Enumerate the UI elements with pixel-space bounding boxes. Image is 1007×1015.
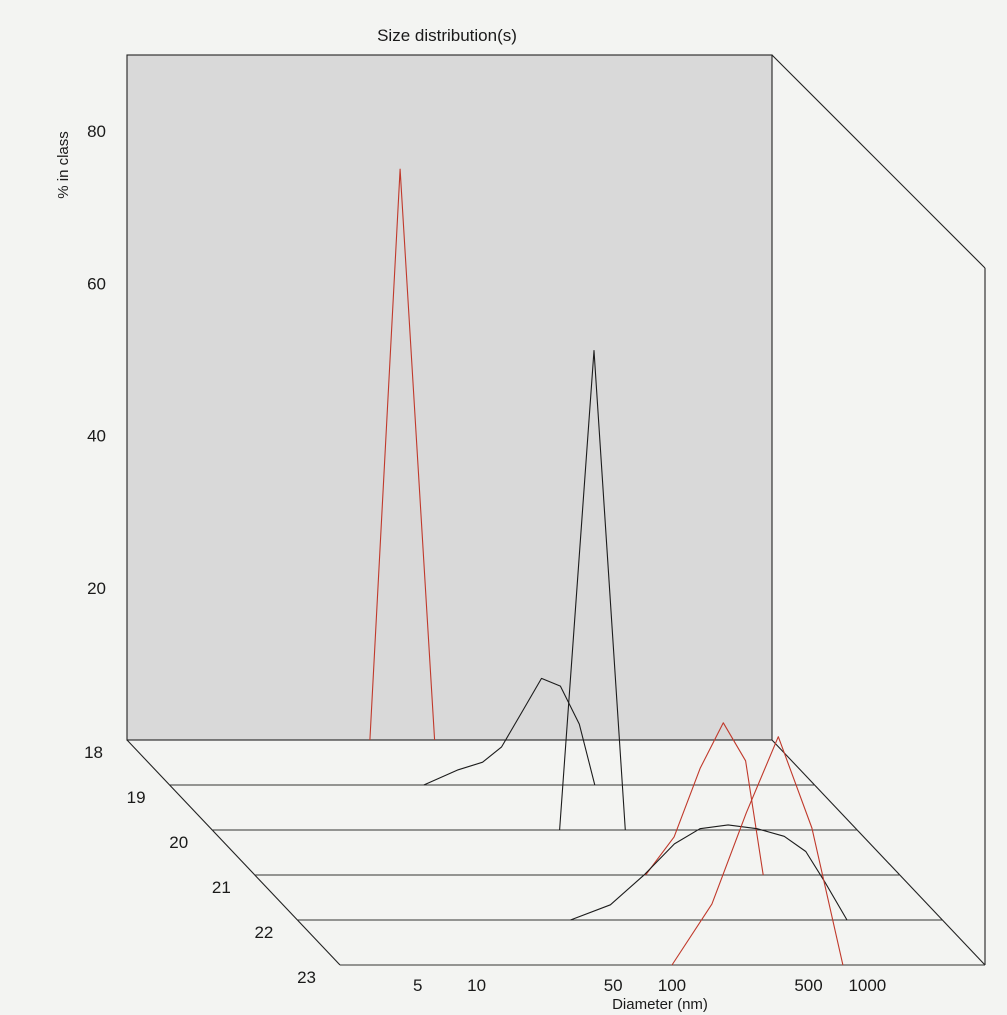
x-tick-label: 50 <box>604 976 623 995</box>
x-tick-label: 500 <box>794 976 822 995</box>
depth-tick-label: 20 <box>169 833 188 852</box>
distribution-trace-18 <box>369 168 436 741</box>
distribution-trace-21 <box>645 722 764 876</box>
depth-tick-label: 21 <box>212 878 231 897</box>
y-axis-label: % in class <box>55 131 72 199</box>
x-tick-label: 1000 <box>848 976 886 995</box>
frame-top-depth-edge <box>771 54 986 269</box>
x-tick-label: 100 <box>658 976 686 995</box>
y-tick-label: 40 <box>87 427 106 446</box>
back-plot-panel <box>126 54 773 741</box>
chart-title: Size distribution(s) <box>377 26 517 45</box>
frame-floor-right-edge <box>771 739 986 966</box>
depth-tick-label: 22 <box>254 923 273 942</box>
distribution-trace-20 <box>559 349 626 831</box>
x-tick-label: 10 <box>467 976 486 995</box>
y-tick-label: 60 <box>87 274 106 293</box>
depth-tick-label: 18 <box>84 743 103 762</box>
distribution-trace-23 <box>671 736 844 966</box>
distribution-trace-22 <box>570 824 848 921</box>
x-tick-label: 5 <box>413 976 422 995</box>
depth-tick-label: 19 <box>127 788 146 807</box>
y-tick-label: 80 <box>87 122 106 141</box>
x-axis-label: Diameter (nm) <box>612 996 708 1013</box>
frame-floor-left-edge <box>126 739 341 966</box>
depth-tick-label: 23 <box>297 968 316 987</box>
y-tick-label: 20 <box>87 579 106 598</box>
distribution-trace-19 <box>423 677 596 786</box>
